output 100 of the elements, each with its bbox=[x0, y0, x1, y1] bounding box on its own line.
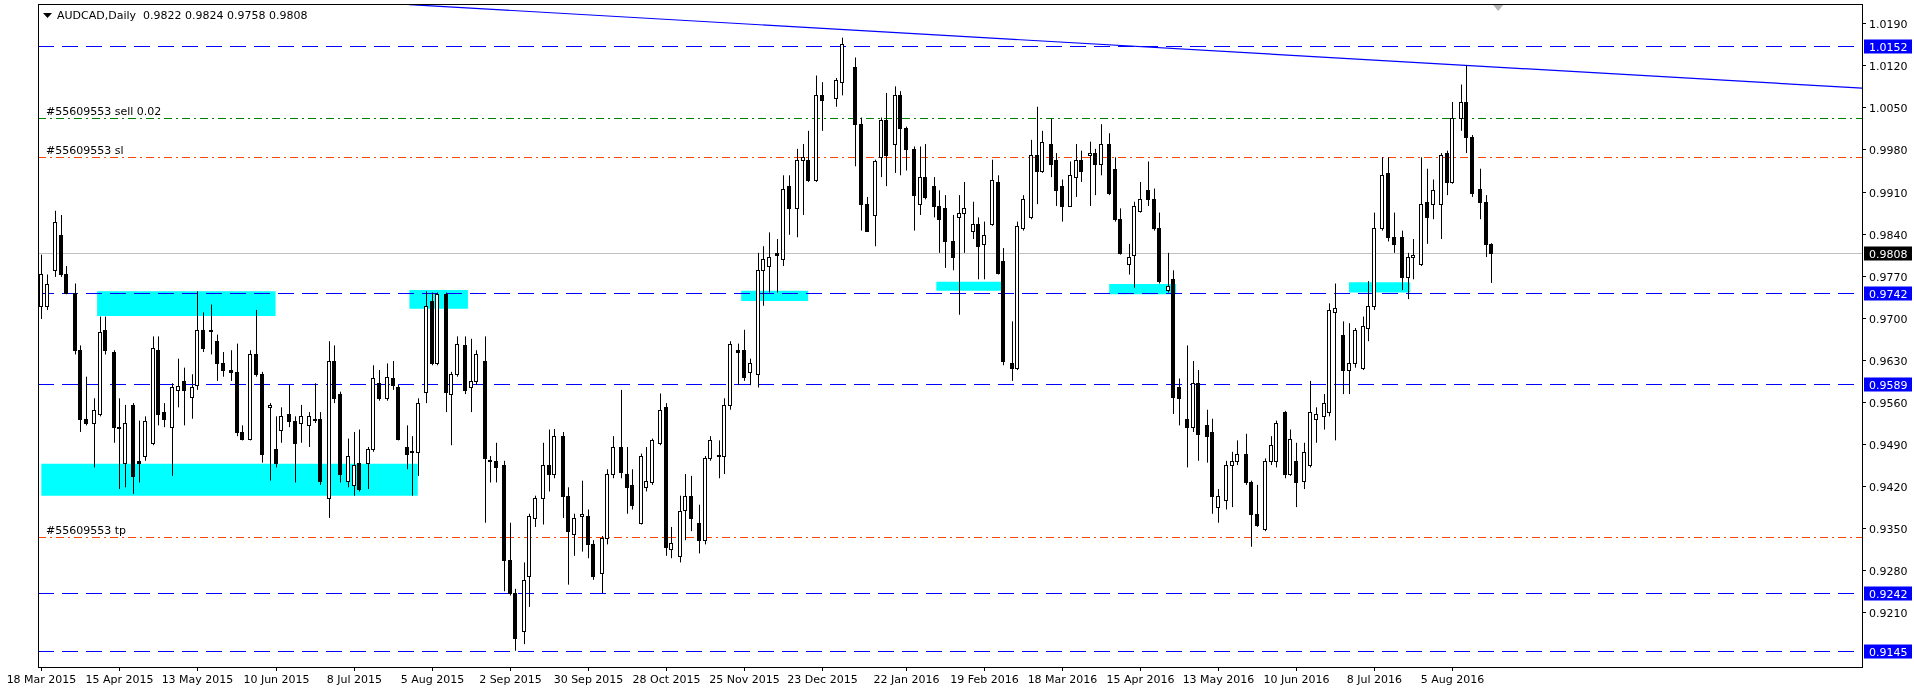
x-tick-label: 23 Dec 2015 bbox=[787, 673, 858, 686]
candlestick bbox=[1060, 179, 1064, 223]
x-tick-label: 2 Sep 2015 bbox=[479, 673, 542, 686]
x-tick-label: 13 May 2015 bbox=[161, 673, 234, 686]
candlestick bbox=[1294, 442, 1298, 508]
candlestick bbox=[215, 334, 219, 382]
candlestick bbox=[1431, 179, 1435, 220]
ref-line-label: 1.0152 bbox=[1869, 40, 1908, 54]
x-tick-label: 28 Oct 2015 bbox=[632, 673, 701, 686]
candlestick bbox=[182, 367, 186, 426]
ref-line-label: 0.9589 bbox=[1869, 378, 1908, 392]
candlestick bbox=[45, 273, 49, 311]
candlestick bbox=[951, 214, 955, 271]
candlestick bbox=[1138, 181, 1142, 214]
y-tick-label: 0.9490 bbox=[1869, 438, 1908, 452]
candlestick bbox=[775, 238, 779, 294]
ref-line-label: #55609553 tp bbox=[46, 523, 127, 537]
x-tick-label: 18 Mar 2015 bbox=[6, 673, 77, 686]
candlestick bbox=[229, 349, 233, 382]
y-tick-label: 0.9210 bbox=[1869, 606, 1908, 620]
y-tick-label: 1.0190 bbox=[1869, 17, 1908, 31]
candlestick bbox=[385, 362, 389, 402]
ref-line-label: #55609553 sell 0.02 bbox=[46, 104, 162, 118]
text: AUDCAD,Daily 0.9822 0.9824 0.9758 0.9808 bbox=[57, 9, 308, 22]
x-tick-label: 13 May 2016 bbox=[1182, 673, 1255, 686]
candlestick bbox=[1347, 322, 1351, 395]
x-tick-label: 30 Sep 2015 bbox=[553, 673, 624, 686]
candlestick bbox=[697, 504, 701, 554]
candlestick bbox=[307, 411, 311, 448]
candlestick bbox=[299, 404, 303, 444]
ref-line-label: 0.9242 bbox=[1869, 587, 1908, 601]
candlestick bbox=[92, 397, 96, 468]
candlestick bbox=[209, 304, 213, 355]
candlestick bbox=[391, 360, 395, 391]
x-tick-label: 19 Feb 2016 bbox=[950, 673, 1019, 686]
candlestick bbox=[683, 473, 687, 541]
candlestick bbox=[1127, 243, 1131, 275]
candlestick bbox=[190, 373, 194, 420]
y-tick-label: 0.9840 bbox=[1869, 228, 1908, 242]
candlestick bbox=[904, 126, 908, 171]
candlestick bbox=[1216, 488, 1220, 524]
candlestick bbox=[767, 231, 771, 294]
x-tick-label: 10 Jun 2016 bbox=[1263, 673, 1330, 686]
y-tick-label: 0.9560 bbox=[1869, 396, 1908, 410]
x-tick-label: 22 Jan 2016 bbox=[873, 673, 940, 686]
candlestick bbox=[279, 406, 283, 444]
candlestick bbox=[1314, 406, 1318, 444]
x-tick-label: 18 Mar 2016 bbox=[1027, 673, 1098, 686]
candlestick bbox=[494, 442, 498, 483]
candlestick bbox=[287, 384, 291, 428]
y-tick-label: 0.9910 bbox=[1869, 186, 1908, 200]
y-tick-label: 0.9350 bbox=[1869, 522, 1908, 536]
x-tick-label: 25 Nov 2015 bbox=[709, 673, 780, 686]
x-tick-label: 5 Aug 2015 bbox=[400, 673, 465, 686]
candlestick bbox=[533, 495, 537, 528]
y-tick-label: 1.0120 bbox=[1869, 59, 1908, 73]
candlestick bbox=[1425, 168, 1429, 245]
candlestick bbox=[1185, 344, 1189, 468]
candlestick bbox=[1099, 123, 1103, 176]
candlestick bbox=[1177, 377, 1181, 426]
candlestick bbox=[221, 351, 225, 378]
candlestick bbox=[748, 358, 752, 386]
candlestick bbox=[377, 369, 381, 402]
x-tick-label: 10 Jun 2015 bbox=[243, 673, 310, 686]
y-tick-label: 0.9700 bbox=[1869, 312, 1908, 326]
y-tick-label: 0.9280 bbox=[1869, 564, 1908, 578]
candlestick bbox=[689, 475, 693, 532]
candlestick bbox=[274, 415, 278, 468]
candlestick bbox=[1146, 160, 1150, 207]
x-tick-label: 8 Jul 2015 bbox=[326, 673, 383, 686]
candlestick bbox=[1392, 212, 1396, 254]
y-tick-label: 0.9420 bbox=[1869, 480, 1908, 494]
ref-line-label: 0.9808 bbox=[1869, 247, 1908, 261]
candlestick bbox=[1478, 168, 1482, 220]
candlestick bbox=[982, 221, 986, 280]
candlestick bbox=[176, 358, 180, 408]
candlestick bbox=[254, 309, 258, 378]
candlestick bbox=[293, 415, 297, 483]
candlestick bbox=[488, 455, 492, 483]
y-tick-label: 1.0050 bbox=[1869, 101, 1908, 115]
candlestick bbox=[834, 77, 838, 108]
ref-line-label: #55609553 sl bbox=[46, 143, 124, 157]
x-tick-label: 5 Aug 2016 bbox=[1420, 673, 1485, 686]
y-tick-label: 0.9630 bbox=[1869, 354, 1908, 368]
candlestick bbox=[572, 513, 576, 557]
candlestick bbox=[84, 376, 88, 426]
candlestick bbox=[201, 311, 205, 353]
candlestick bbox=[137, 420, 141, 483]
x-tick-label: 15 Apr 2016 bbox=[1106, 673, 1175, 686]
y-tick-label: 0.9770 bbox=[1869, 270, 1908, 284]
candlestick bbox=[1255, 484, 1259, 528]
x-tick-label: 8 Jul 2016 bbox=[1346, 673, 1403, 686]
candlestick bbox=[1333, 283, 1337, 441]
ref-line-label: 0.9742 bbox=[1869, 287, 1908, 301]
candlestick bbox=[736, 343, 740, 386]
ref-line-label: 0.9145 bbox=[1869, 645, 1908, 659]
candlestick bbox=[162, 402, 166, 428]
candlestick bbox=[268, 402, 272, 482]
candlestick bbox=[787, 174, 791, 236]
candlestick bbox=[580, 480, 584, 553]
